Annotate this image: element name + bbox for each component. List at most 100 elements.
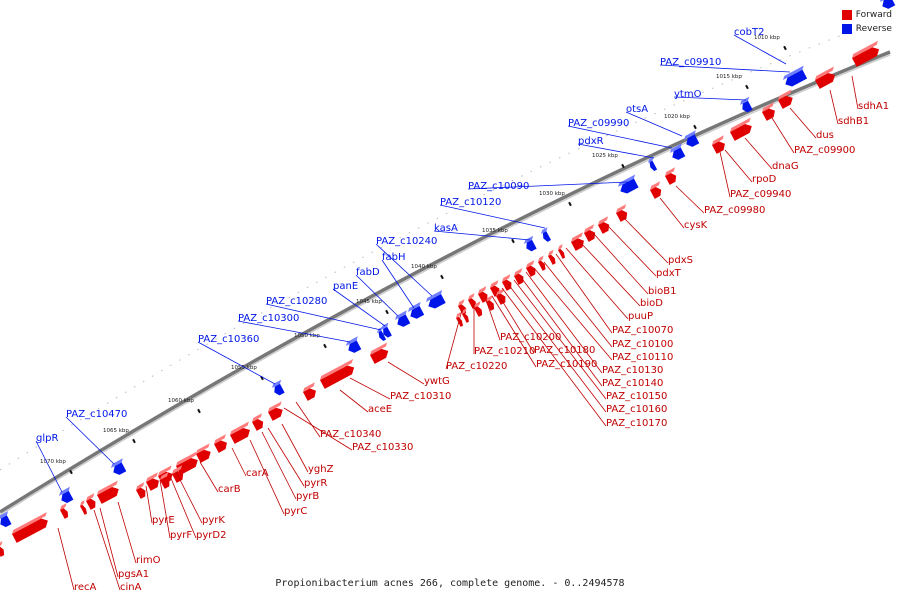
kbp-tick-mark — [568, 201, 572, 207]
leader-line-paz-c10200 — [485, 299, 501, 341]
legend-forward: Forward — [841, 8, 892, 22]
gene-label-cara: carA — [246, 468, 269, 479]
gene-label-cysk: cysK — [684, 220, 708, 231]
legend-reverse: Reverse — [841, 22, 892, 36]
leader-line-paz-c10170 — [501, 287, 607, 427]
gene-label-pdxr: pdxR — [578, 136, 604, 147]
gene-label-paz-c09910: PAZ_c09910 — [660, 57, 721, 68]
gene-label-pyrk: pyrK — [202, 515, 225, 526]
leader-line-paz-c10100 — [543, 261, 613, 348]
leader-line-paz-c10120 — [439, 204, 546, 229]
kbp-tick-label: 1055 kbp — [231, 365, 257, 371]
gene-label-paz-c10280: PAZ_c10280 — [266, 296, 327, 307]
gene-label-paz-c10180: PAZ_c10180 — [534, 345, 595, 356]
leader-line-ywtg — [387, 361, 425, 385]
gene-feature-paz-c10330 — [252, 413, 264, 431]
leader-line-dnag — [744, 137, 773, 170]
kbp-tick-mark — [385, 309, 389, 315]
gene-feature-cysk — [616, 204, 628, 222]
gene-label-carb: carB — [218, 484, 241, 495]
kbp-tick-label: 1045 kbp — [356, 299, 382, 305]
leader-line-fabh — [381, 259, 415, 309]
leader-line-biob1 — [593, 233, 649, 295]
gene-label-pdxs: pdxS — [668, 255, 693, 266]
leader-line-rpod — [724, 149, 753, 183]
leader-line-paz-c10130 — [525, 271, 603, 374]
gene-label-ytmo: ytmO — [674, 89, 702, 100]
gene-label-puup: puuP — [628, 311, 653, 322]
gene-label-paz-c10310: PAZ_c10310 — [390, 391, 451, 402]
leader-line-pyre — [145, 485, 153, 524]
gene-feature-paz-c10120 — [541, 227, 551, 242]
gene-label-biob1: bioB1 — [648, 286, 676, 297]
gene-feature-pyrf — [160, 472, 170, 489]
gene-label-rpod: rpoD — [752, 174, 777, 185]
gene-label-paz-c10330: PAZ_c10330 — [352, 442, 413, 453]
leader-line-glpr — [35, 440, 63, 493]
leader-line-paz-c10470 — [65, 416, 115, 465]
gene-label-sdhb1: sdhB1 — [838, 116, 869, 127]
kbp-tick-mark — [197, 408, 201, 414]
gene-feature-pyrr — [214, 434, 227, 453]
gene-feature-cobt2 — [783, 65, 808, 87]
gene-feature-paz-c10070 — [538, 255, 546, 271]
gene-label-paz-c10070: PAZ_c10070 — [612, 325, 673, 336]
leader-line-otsa — [625, 111, 683, 137]
gene-feature-paz-c10150 — [478, 286, 488, 303]
gene-label-pyre: pyrE — [152, 515, 175, 526]
leader-line-paz-c10140 — [519, 275, 603, 387]
gene-label-paz-c10100: PAZ_c10100 — [612, 339, 673, 350]
gene-label-pdxt: pdxT — [656, 268, 682, 279]
leader-line-pgsa1 — [99, 507, 119, 578]
leader-line-paz-c10280 — [265, 303, 382, 331]
leader-line-paz-c10240 — [375, 243, 433, 297]
gene-feature-otsa — [684, 130, 700, 147]
gene-label-ywtg: ywtG — [424, 376, 450, 387]
kbp-tick-label: 1015 kbp — [716, 74, 742, 80]
kbp-tick-label: 1010 kbp — [754, 35, 780, 41]
leader-line-paz-c09900 — [771, 117, 795, 154]
gene-feature-pyre — [97, 480, 119, 504]
leader-line-cysk — [659, 197, 685, 229]
gene-feature-paz-c10340 — [268, 401, 283, 421]
gene-feature-pdxs — [598, 216, 610, 234]
leader-line-paz-c10150 — [513, 279, 607, 400]
leader-line-acee — [339, 389, 369, 413]
leader-line-paz-c10330 — [283, 407, 353, 451]
gene-feature-paz-c10100 — [526, 260, 536, 277]
kbp-tick-line — [0, 27, 861, 471]
leader-line-paz-c10110 — [533, 267, 613, 361]
leader-line-paz-c09910 — [659, 64, 791, 73]
gene-label-yghz: yghZ — [308, 464, 334, 475]
leader-line-paz-c10300 — [237, 320, 351, 343]
gene-label-paz-c10240: PAZ_c10240 — [376, 236, 437, 247]
leader-line-pyrk — [175, 471, 203, 524]
gene-label-fabd: fabD — [356, 267, 380, 278]
gene-label-paz-c09940: PAZ_c09940 — [730, 189, 791, 200]
legend-reverse-label: Reverse — [855, 24, 892, 34]
gene-feature-edge-right — [880, 0, 896, 9]
kbp-tick-label: 1050 kbp — [294, 333, 320, 339]
leader-line-paz-c10090 — [467, 181, 629, 190]
gene-label-reca: recA — [74, 582, 97, 593]
gene-feature-kasa — [524, 235, 537, 252]
gene-label-paz-c10130: PAZ_c10130 — [602, 365, 663, 376]
gene-feature-acee — [303, 382, 316, 401]
gene-label-paz-c10340: PAZ_c10340 — [320, 429, 381, 440]
leader-line-pyrc — [249, 439, 285, 515]
leader-line-yghz — [281, 423, 309, 473]
gene-feature-pdxr — [648, 156, 658, 172]
gene-label-paz-c10120: PAZ_c10120 — [440, 197, 501, 208]
gene-feature-paz-c10190 — [486, 295, 495, 311]
leader-line-dus — [789, 107, 817, 139]
kbp-tick-label: 1025 kbp — [592, 153, 618, 159]
gene-label-paz-c10360: PAZ_c10360 — [198, 334, 259, 345]
gene-label-pane: panE — [333, 281, 358, 292]
leader-line-paz-c10190 — [491, 295, 537, 368]
gene-label-paz-c09900: PAZ_c09900 — [794, 145, 855, 156]
gene-feature-pgsa1 — [80, 500, 87, 515]
leader-line-pyrb — [261, 431, 297, 500]
gene-feature-rpod — [712, 135, 725, 154]
gene-feature-paz-c10210 — [462, 308, 469, 323]
gene-feature-pdxt — [584, 224, 596, 242]
